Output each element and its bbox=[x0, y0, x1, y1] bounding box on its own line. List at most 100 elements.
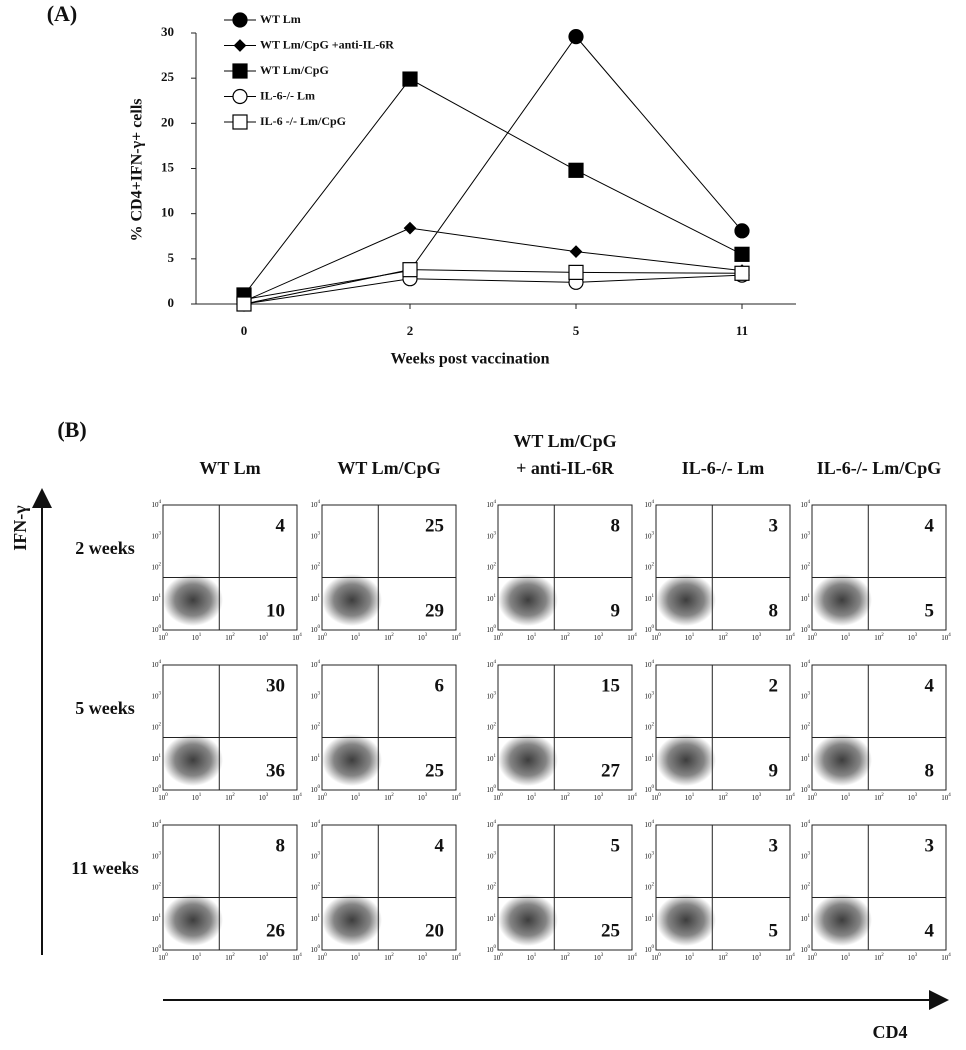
y-axis-label: IFN-γ bbox=[10, 505, 30, 551]
tick-base: 10 bbox=[152, 692, 160, 700]
y-tick-label: 102 bbox=[487, 883, 497, 891]
plot-frame bbox=[497, 504, 633, 631]
y-tick-label: 104 bbox=[152, 660, 162, 668]
tick-base: 10 bbox=[874, 794, 882, 802]
tick-exponent: 3 bbox=[915, 953, 918, 958]
x-tick-label: 104 bbox=[451, 633, 461, 641]
column-header: WT Lm/CpG bbox=[337, 458, 440, 478]
tick-base: 10 bbox=[645, 883, 653, 891]
tick-exponent: 3 bbox=[759, 633, 762, 638]
tick-exponent: 0 bbox=[165, 953, 168, 958]
y-tick-label: 102 bbox=[152, 883, 162, 891]
x-tick-label: 103 bbox=[259, 953, 269, 961]
tick-exponent: 2 bbox=[652, 723, 655, 728]
x-tick-label: 103 bbox=[259, 793, 269, 801]
tick-exponent: 3 bbox=[915, 633, 918, 638]
tick-base: 10 bbox=[841, 794, 849, 802]
tick-base: 10 bbox=[651, 954, 659, 962]
tick-base: 10 bbox=[351, 634, 359, 642]
x-tick-label: 102 bbox=[874, 633, 884, 641]
quadrant-value: 4 bbox=[435, 835, 445, 856]
x-tick-label: 101 bbox=[351, 793, 361, 801]
x-tick-label: 102 bbox=[718, 633, 728, 641]
x-tick-label: 101 bbox=[685, 953, 695, 961]
tick-exponent: 3 bbox=[425, 633, 428, 638]
tick-base: 10 bbox=[645, 723, 653, 731]
tick-base: 10 bbox=[311, 626, 319, 634]
x-tick-label: 102 bbox=[718, 953, 728, 961]
y-tick-label: 102 bbox=[801, 563, 811, 571]
y-tick-label: 101 bbox=[152, 914, 162, 922]
tick-exponent: 1 bbox=[199, 953, 202, 958]
tick-exponent: 1 bbox=[159, 754, 162, 759]
tick-base: 10 bbox=[801, 563, 809, 571]
tick-exponent: 4 bbox=[318, 820, 321, 825]
tick-exponent: 2 bbox=[567, 633, 570, 638]
tick-base: 10 bbox=[158, 954, 166, 962]
density-blob bbox=[656, 574, 716, 626]
tick-exponent: 4 bbox=[652, 660, 655, 665]
tick-base: 10 bbox=[527, 954, 535, 962]
tick-base: 10 bbox=[801, 914, 809, 922]
tick-exponent: 2 bbox=[652, 883, 655, 888]
quadrant-value: 3 bbox=[769, 835, 779, 856]
tick-exponent: 3 bbox=[808, 531, 811, 536]
y-tick-label: 103 bbox=[311, 691, 321, 699]
tick-base: 10 bbox=[259, 794, 267, 802]
series-line bbox=[243, 269, 743, 305]
tick-base: 10 bbox=[451, 954, 459, 962]
tick-base: 10 bbox=[487, 626, 495, 634]
tick-base: 10 bbox=[152, 786, 160, 794]
marker bbox=[236, 296, 252, 312]
tick-base: 10 bbox=[941, 794, 949, 802]
tick-base: 10 bbox=[311, 883, 319, 891]
tick-exponent: 1 bbox=[318, 914, 321, 919]
tick-exponent: 4 bbox=[458, 793, 461, 798]
y-tick-label: 5 bbox=[168, 250, 175, 265]
tick-base: 10 bbox=[801, 754, 809, 762]
tick-base: 10 bbox=[645, 563, 653, 571]
tick-base: 10 bbox=[627, 634, 635, 642]
quadrant-value: 3 bbox=[925, 835, 935, 856]
tick-exponent: 4 bbox=[792, 793, 795, 798]
plot-frame bbox=[497, 824, 633, 951]
tick-exponent: 4 bbox=[634, 633, 637, 638]
tick-base: 10 bbox=[311, 723, 319, 731]
row-label: 11 weeks bbox=[71, 858, 139, 878]
tick-base: 10 bbox=[493, 954, 501, 962]
tick-exponent: 4 bbox=[948, 793, 951, 798]
tick-exponent: 2 bbox=[318, 883, 321, 888]
y-tick-label: 101 bbox=[487, 914, 497, 922]
y-tick-label: 101 bbox=[311, 754, 321, 762]
y-tick-label: 103 bbox=[801, 531, 811, 539]
quadrant-value: 26 bbox=[266, 920, 285, 941]
tick-exponent: 4 bbox=[652, 820, 655, 825]
y-tick-label: 104 bbox=[645, 660, 655, 668]
tick-exponent: 2 bbox=[232, 793, 235, 798]
tick-exponent: 2 bbox=[391, 633, 394, 638]
tick-exponent: 3 bbox=[159, 531, 162, 536]
x-tick-label: 102 bbox=[225, 793, 235, 801]
x-tick-label: 104 bbox=[292, 633, 302, 641]
y-tick-label: 102 bbox=[311, 563, 321, 571]
tick-base: 10 bbox=[527, 634, 535, 642]
tick-base: 10 bbox=[594, 794, 602, 802]
x-tick-label: 101 bbox=[527, 633, 537, 641]
y-tick-label: 103 bbox=[152, 531, 162, 539]
tick-base: 10 bbox=[311, 532, 319, 540]
tick-base: 10 bbox=[152, 821, 160, 829]
tick-base: 10 bbox=[487, 946, 495, 954]
tick-base: 10 bbox=[487, 914, 495, 922]
tick-exponent: 3 bbox=[318, 851, 321, 856]
tick-exponent: 0 bbox=[318, 625, 321, 630]
tick-exponent: 3 bbox=[318, 531, 321, 536]
tick-base: 10 bbox=[685, 794, 693, 802]
marker bbox=[568, 29, 584, 45]
tick-exponent: 2 bbox=[725, 633, 728, 638]
tick-base: 10 bbox=[192, 634, 200, 642]
x-tick-label: 102 bbox=[384, 633, 394, 641]
